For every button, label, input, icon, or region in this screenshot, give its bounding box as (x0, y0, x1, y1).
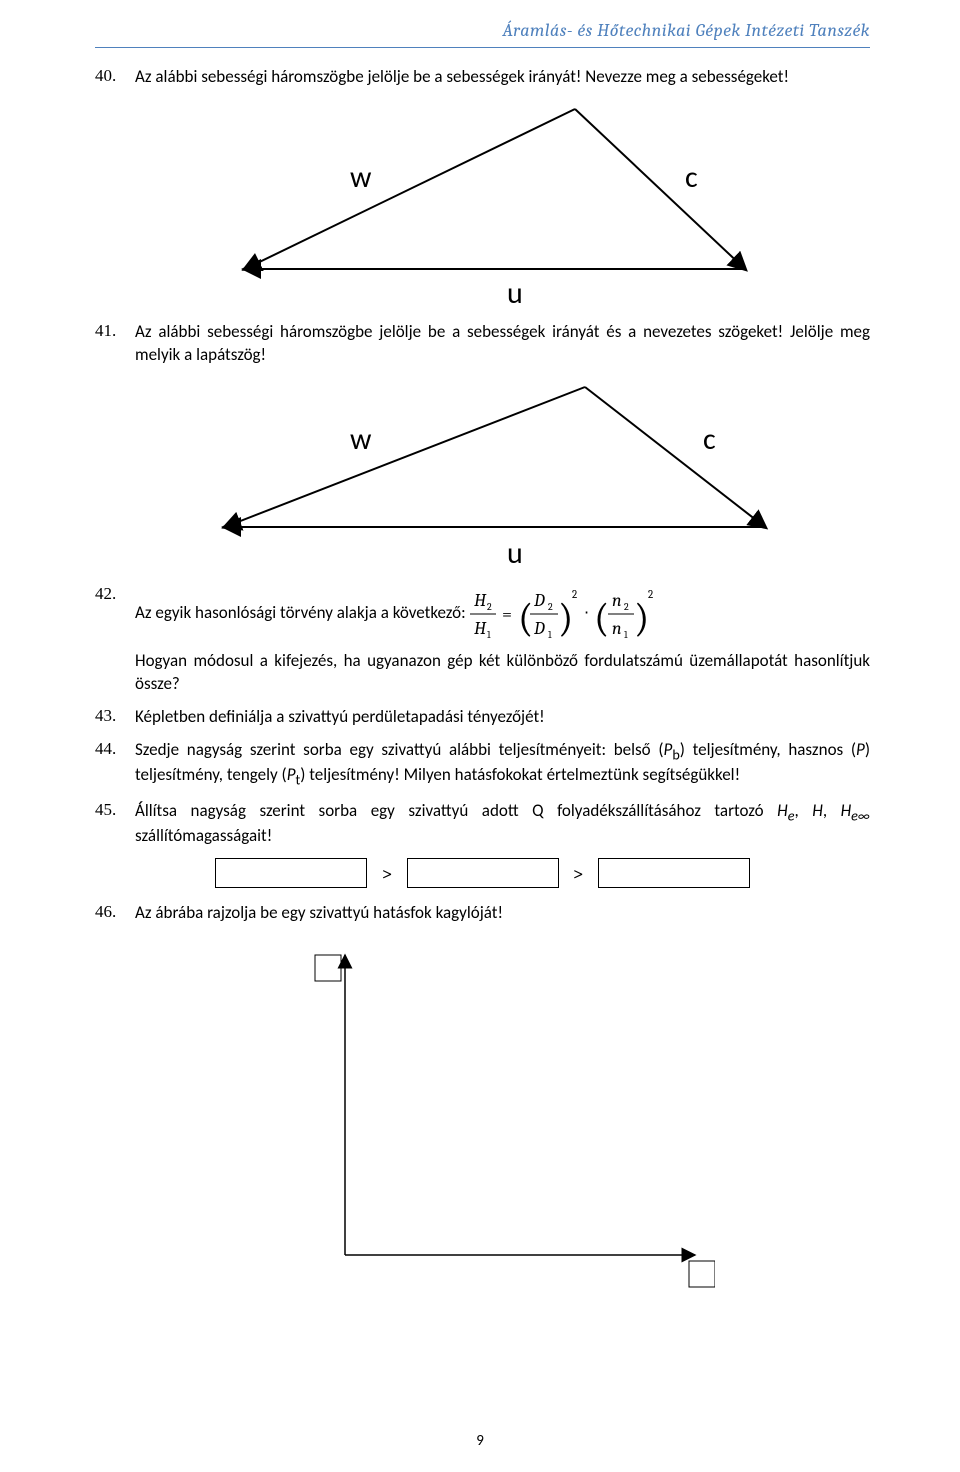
q45-text-a: Állítsa nagyság szerint sorba egy szivat… (135, 800, 777, 821)
svg-text:2: 2 (548, 601, 553, 613)
axes-svg (285, 935, 715, 1295)
q45-box-2 (407, 858, 559, 888)
svg-text:H: H (474, 590, 487, 611)
q42-formula-svg: H 2 H 1 = ( D 2 D 1 ) (466, 584, 686, 644)
svg-text:(: ( (518, 595, 533, 641)
q42-text-b: Hogyan módosul a kifejezés, ha ugyanazon… (135, 650, 870, 696)
q44-text-b: ) teljesítmény, hasznos ( (680, 739, 856, 760)
triangle2-label-c: c (703, 421, 716, 458)
q44-text-d: ) teljesítmény! Milyen hatásfokokat érte… (300, 764, 740, 785)
q43-number: 43. (95, 706, 135, 726)
triangle1-label-c: c (685, 159, 698, 196)
q41-number: 41. (95, 321, 135, 341)
triangle-1-svg (225, 99, 765, 289)
question-41: 41. Az alábbi sebességi háromszögbe jelö… (95, 321, 870, 367)
q46-number: 46. (95, 902, 135, 922)
svg-text:1: 1 (624, 629, 628, 641)
svg-text:⋅: ⋅ (584, 604, 589, 622)
triangle2-label-w: w (350, 421, 371, 458)
question-45: 45. Állítsa nagyság szerint sorba egy sz… (95, 800, 870, 848)
q42-number: 42. (95, 584, 135, 604)
svg-text:): ) (558, 595, 573, 641)
q41-text: Az alábbi sebességi háromszögbe jelölje … (135, 321, 870, 367)
svg-text:2: 2 (572, 588, 577, 601)
q42-text-a: Az egyik hasonlósági törvény alakja a kö… (135, 584, 466, 625)
q44-text-a: Szedje nagyság szerint sorba egy szivatt… (135, 739, 664, 760)
triangle-2-svg (205, 377, 785, 547)
svg-text:n: n (612, 590, 622, 611)
svg-text:(: ( (594, 595, 609, 641)
q42-body: Az egyik hasonlósági törvény alakja a kö… (135, 584, 870, 696)
triangle-1-zone: w c u (95, 99, 870, 309)
triangle1-label-w: w (350, 159, 371, 196)
question-46: 46. Az ábrába rajzolja be egy szivattyú … (95, 902, 870, 925)
gt-2: > (573, 862, 584, 885)
q43-text: Képletben definiálja a szivattyú perdüle… (135, 706, 870, 729)
triangle1-label-u: u (507, 275, 523, 312)
question-40: 40. Az alábbi sebességi háromszögbe jelö… (95, 66, 870, 89)
svg-text:1: 1 (548, 629, 552, 641)
q45-box-1 (215, 858, 367, 888)
svg-text:1: 1 (487, 629, 491, 641)
svg-text:=: = (502, 604, 512, 625)
q44-body: Szedje nagyság szerint sorba egy szivatt… (135, 739, 870, 790)
q46-text: Az ábrába rajzolja be egy szivattyú hatá… (135, 902, 870, 925)
q40-text: Az alábbi sebességi háromszögbe jelölje … (135, 66, 870, 89)
page-number: 9 (0, 1432, 960, 1450)
q44-number: 44. (95, 739, 135, 759)
gt-1: > (381, 862, 392, 885)
question-43: 43. Képletben definiálja a szivattyú per… (95, 706, 870, 729)
q45-box-3 (598, 858, 750, 888)
q45-body: Állítsa nagyság szerint sorba egy szivat… (135, 800, 870, 848)
page-header: Áramlás- és Hőtechnikai Gépek Intézeti T… (95, 20, 870, 48)
svg-text:): ) (634, 595, 649, 641)
triangle-2-zone: w c u (95, 377, 870, 572)
svg-text:D: D (533, 618, 545, 639)
q40-number: 40. (95, 66, 135, 86)
svg-text:2: 2 (624, 601, 629, 613)
q45-boxes: > > (95, 858, 870, 888)
axes-zone (95, 935, 870, 1305)
triangle2-label-u: u (507, 535, 523, 572)
svg-text:D: D (533, 590, 545, 611)
q45-number: 45. (95, 800, 135, 820)
question-42: 42. Az egyik hasonlósági törvény alakja … (95, 584, 870, 696)
svg-text:2: 2 (487, 601, 492, 613)
svg-text:n: n (612, 618, 622, 639)
svg-text:H: H (474, 618, 487, 639)
q45-text-b: szállítómagasságait! (135, 825, 272, 846)
svg-text:2: 2 (648, 588, 653, 601)
question-44: 44. Szedje nagyság szerint sorba egy szi… (95, 739, 870, 790)
